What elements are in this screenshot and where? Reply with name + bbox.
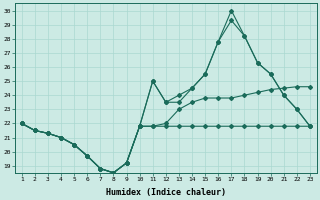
X-axis label: Humidex (Indice chaleur): Humidex (Indice chaleur) bbox=[106, 188, 226, 197]
